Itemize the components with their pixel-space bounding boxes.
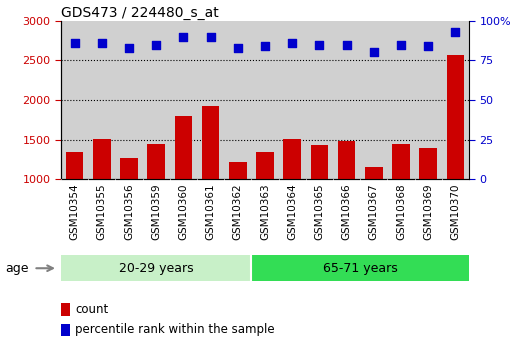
Text: 20-29 years: 20-29 years: [119, 262, 193, 275]
Text: GSM10370: GSM10370: [450, 183, 461, 240]
Point: [424, 43, 432, 49]
Text: GSM10364: GSM10364: [287, 183, 297, 240]
Point: [369, 50, 378, 55]
Bar: [447, 55, 464, 179]
Bar: [66, 152, 83, 179]
Point: [70, 40, 79, 46]
Text: GSM10368: GSM10368: [396, 183, 406, 240]
Text: age: age: [5, 262, 29, 275]
Text: 65-71 years: 65-71 years: [323, 262, 398, 275]
Bar: [392, 144, 410, 179]
Point: [98, 40, 106, 46]
Bar: [311, 145, 328, 179]
Point: [342, 42, 351, 47]
Bar: [365, 168, 383, 179]
Point: [152, 42, 161, 47]
Bar: [61, 324, 70, 336]
Text: GSM10365: GSM10365: [314, 183, 324, 240]
Bar: [120, 158, 138, 179]
Bar: [93, 139, 111, 179]
Point: [397, 42, 405, 47]
Text: percentile rank within the sample: percentile rank within the sample: [75, 323, 275, 336]
Text: GDS473 / 224480_s_at: GDS473 / 224480_s_at: [61, 6, 219, 20]
Bar: [284, 139, 301, 179]
Text: GSM10362: GSM10362: [233, 183, 243, 240]
Point: [179, 34, 188, 39]
Text: GSM10367: GSM10367: [369, 183, 379, 240]
Text: GSM10354: GSM10354: [69, 183, 80, 240]
Bar: [61, 303, 70, 316]
Bar: [256, 152, 274, 179]
Text: GSM10355: GSM10355: [97, 183, 107, 240]
Text: GSM10356: GSM10356: [124, 183, 134, 240]
Point: [261, 43, 269, 49]
Bar: [202, 106, 219, 179]
Text: count: count: [75, 303, 109, 316]
Point: [125, 45, 133, 50]
Bar: [174, 116, 192, 179]
Point: [234, 45, 242, 50]
Text: GSM10359: GSM10359: [151, 183, 161, 240]
Bar: [338, 141, 356, 179]
Text: GSM10360: GSM10360: [179, 183, 188, 240]
Point: [206, 34, 215, 39]
Text: GSM10363: GSM10363: [260, 183, 270, 240]
Text: GSM10369: GSM10369: [423, 183, 433, 240]
Point: [288, 40, 296, 46]
Bar: [229, 162, 246, 179]
Text: GSM10366: GSM10366: [342, 183, 351, 240]
Bar: [61, 255, 251, 281]
Bar: [419, 148, 437, 179]
Text: GSM10361: GSM10361: [206, 183, 216, 240]
Bar: [147, 144, 165, 179]
Point: [315, 42, 324, 47]
Bar: [251, 255, 469, 281]
Point: [451, 29, 460, 34]
